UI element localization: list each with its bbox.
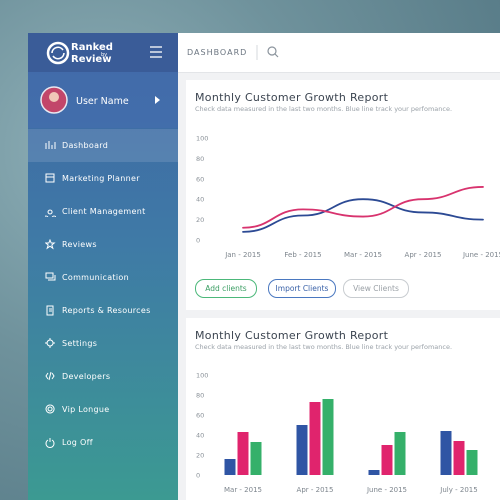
sidebar: Ranked by Review User Name Dashboard Mark…	[28, 33, 178, 500]
topbar: DASHBOARD	[178, 33, 500, 73]
menu-icon	[45, 173, 55, 183]
button[interactable]: Add clients	[195, 279, 257, 298]
user-name: User Name	[76, 96, 129, 107]
menu-label: Vip Longue	[62, 405, 110, 414]
menu-icon	[45, 371, 55, 381]
user: User Name	[40, 86, 160, 114]
chart-title: Monthly Customer Growth Report	[195, 91, 389, 104]
y-tick-label: 20	[196, 216, 204, 224]
y-tick-label: 40	[196, 196, 204, 204]
bar	[381, 445, 393, 475]
page-title: DASHBOARD	[187, 48, 247, 57]
line	[242, 198, 484, 233]
menu-item[interactable]: Communication	[28, 261, 178, 294]
y-tick-label: 0	[196, 237, 200, 245]
line	[242, 186, 484, 229]
bar	[250, 442, 262, 475]
bar	[237, 432, 249, 475]
x-tick-label: Jan - 2015	[224, 251, 261, 259]
x-tick-label: Feb - 2015	[284, 251, 321, 259]
logo-text: Review	[71, 54, 111, 65]
menu-label: Reviews	[62, 240, 97, 249]
menu-icon	[45, 338, 55, 348]
y-tick-label: 80	[196, 392, 204, 400]
menu-item[interactable]: Settings	[28, 327, 178, 360]
search-icon[interactable]	[267, 46, 279, 58]
x-tick-label: June - 2015	[462, 251, 500, 259]
y-tick-label: 0	[196, 472, 200, 480]
menu-item[interactable]: Log Off	[28, 426, 178, 459]
menu-toggle[interactable]	[150, 46, 162, 58]
user-row[interactable]: User Name	[28, 72, 178, 128]
logo: Ranked by Review	[46, 41, 162, 65]
menu-icon	[45, 438, 55, 448]
y-tick-label: 100	[196, 135, 208, 143]
menu-label: Communication	[62, 273, 129, 282]
logo-bar: Ranked by Review	[28, 33, 178, 72]
bar	[309, 402, 321, 475]
menu-item[interactable]: Marketing Planner	[28, 162, 178, 195]
menu-label: Log Off	[62, 438, 93, 447]
chart-title: Monthly Customer Growth Report	[195, 329, 389, 342]
bar	[368, 470, 380, 475]
menu-icon	[46, 305, 54, 316]
chart-subtitle: Check data measured in the last two mont…	[195, 343, 452, 351]
menu-item[interactable]: Reviews	[28, 228, 178, 261]
menu-icon	[45, 209, 56, 217]
y-tick-label: 40	[196, 432, 204, 440]
bar	[224, 459, 236, 475]
x-tick-label: Mar - 2015	[224, 486, 262, 494]
bar	[440, 431, 452, 475]
y-tick-label: 100	[196, 372, 208, 380]
menu-item[interactable]: Reports & Resources	[28, 294, 178, 327]
y-tick-label: 60	[196, 175, 204, 183]
y-tick-label: 20	[196, 452, 204, 460]
menu-label: Developers	[62, 372, 111, 381]
menu-label: Settings	[62, 339, 98, 348]
menu-label: Dashboard	[62, 141, 109, 150]
x-tick-label: Apr - 2015	[405, 251, 442, 259]
bar	[453, 441, 465, 475]
chart-subtitle: Check data measured in the last two mont…	[195, 105, 452, 113]
x-tick-label: July - 2015	[439, 486, 477, 494]
menu-icon	[45, 272, 56, 281]
bar	[322, 399, 334, 475]
menu-label: Reports & Resources	[62, 306, 151, 315]
menu-item[interactable]: Dashboard	[28, 129, 178, 162]
x-tick-label: June - 2015	[366, 486, 407, 494]
x-tick-label: Mar - 2015	[344, 251, 382, 259]
logo-text: Ranked	[71, 42, 113, 53]
x-tick-label: Apr - 2015	[297, 486, 334, 494]
y-tick-label: 80	[196, 155, 204, 163]
menu-label: Client Management	[62, 207, 146, 216]
menu-icon	[45, 404, 55, 414]
topbar-content: DASHBOARD	[187, 45, 279, 60]
menu-icon	[45, 239, 56, 250]
card	[186, 80, 500, 310]
menu-label: Marketing Planner	[62, 174, 140, 183]
bar	[296, 425, 308, 475]
menu-item[interactable]: Developers	[28, 360, 178, 393]
menu-icon	[45, 141, 56, 149]
logo-text: by	[101, 52, 107, 58]
bar	[466, 450, 478, 475]
menu-item[interactable]: Vip Longue	[28, 393, 178, 426]
menu-item[interactable]: Client Management	[28, 195, 178, 228]
button[interactable]: Import Clients	[268, 279, 336, 298]
y-tick-label: 60	[196, 412, 204, 420]
bar	[394, 432, 406, 475]
button[interactable]: View Clients	[343, 279, 409, 298]
